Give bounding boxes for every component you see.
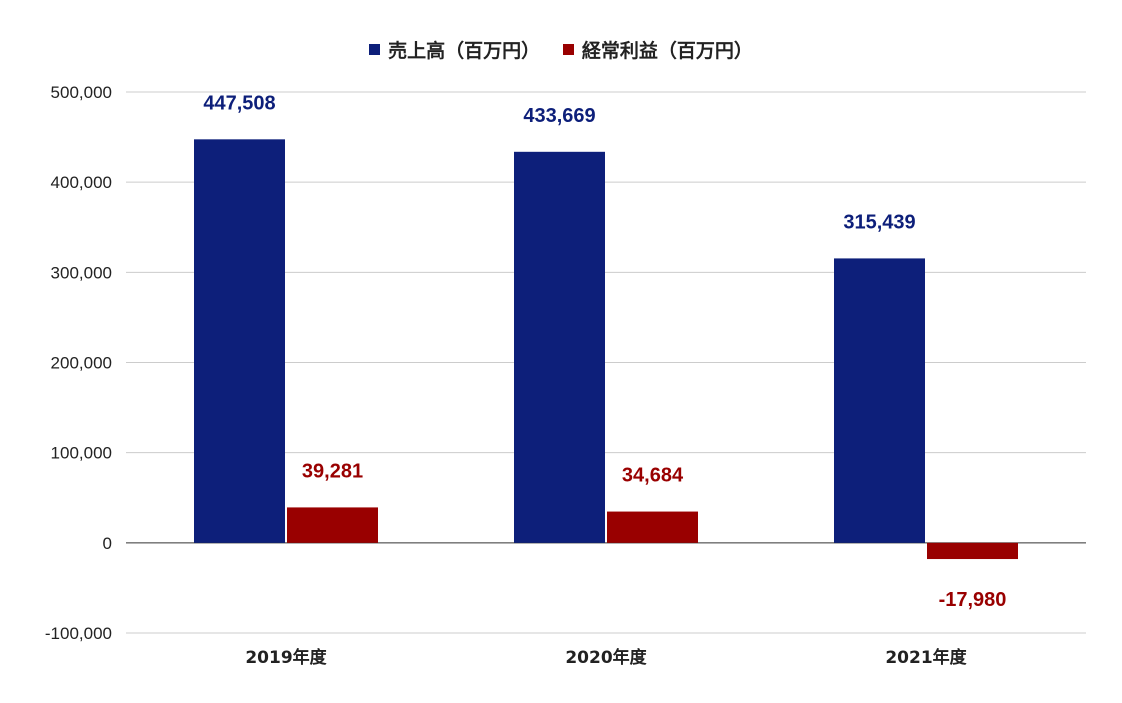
bar-sales — [514, 151, 605, 543]
y-tick-label: 300,000 — [51, 263, 112, 282]
legend-swatch-sales — [369, 44, 381, 55]
legend-swatch-ordinary-profit — [562, 44, 574, 55]
bar-sales — [834, 258, 925, 543]
data-label-sales: 447,508 — [203, 92, 275, 114]
bar-ordinary-profit — [607, 511, 698, 543]
legend-item-ordinary-profit: 経常利益（百万円） — [562, 36, 753, 63]
y-tick-label: 500,000 — [51, 83, 112, 102]
data-label-sales: 433,669 — [523, 105, 595, 127]
y-tick-label: 400,000 — [51, 173, 112, 192]
bar-ordinary-profit — [287, 507, 378, 543]
y-tick-label: 100,000 — [51, 444, 112, 463]
x-category-label: 2021年度 — [885, 647, 967, 668]
data-label-sales: 315,439 — [843, 211, 915, 233]
legend-label-sales: 売上高（百万円） — [388, 40, 541, 62]
bar-ordinary-profit — [927, 542, 1018, 560]
legend-item-sales: 売上高（百万円） — [369, 36, 540, 63]
data-label-ordinary-profit: -17,980 — [939, 589, 1007, 611]
y-tick-label: 0 — [103, 534, 112, 553]
x-category-label: 2020年度 — [565, 647, 647, 668]
chart-legend: 売上高（百万円） 経常利益（百万円） — [0, 36, 1122, 63]
y-tick-label: 200,000 — [51, 354, 112, 373]
bar-sales — [194, 139, 285, 543]
y-tick-label: -100,000 — [45, 624, 112, 643]
data-label-ordinary-profit: 39,281 — [302, 460, 363, 482]
data-label-ordinary-profit: 34,684 — [622, 465, 684, 487]
legend-label-ordinary-profit: 経常利益（百万円） — [581, 40, 753, 62]
x-category-label: 2019年度 — [245, 647, 327, 668]
